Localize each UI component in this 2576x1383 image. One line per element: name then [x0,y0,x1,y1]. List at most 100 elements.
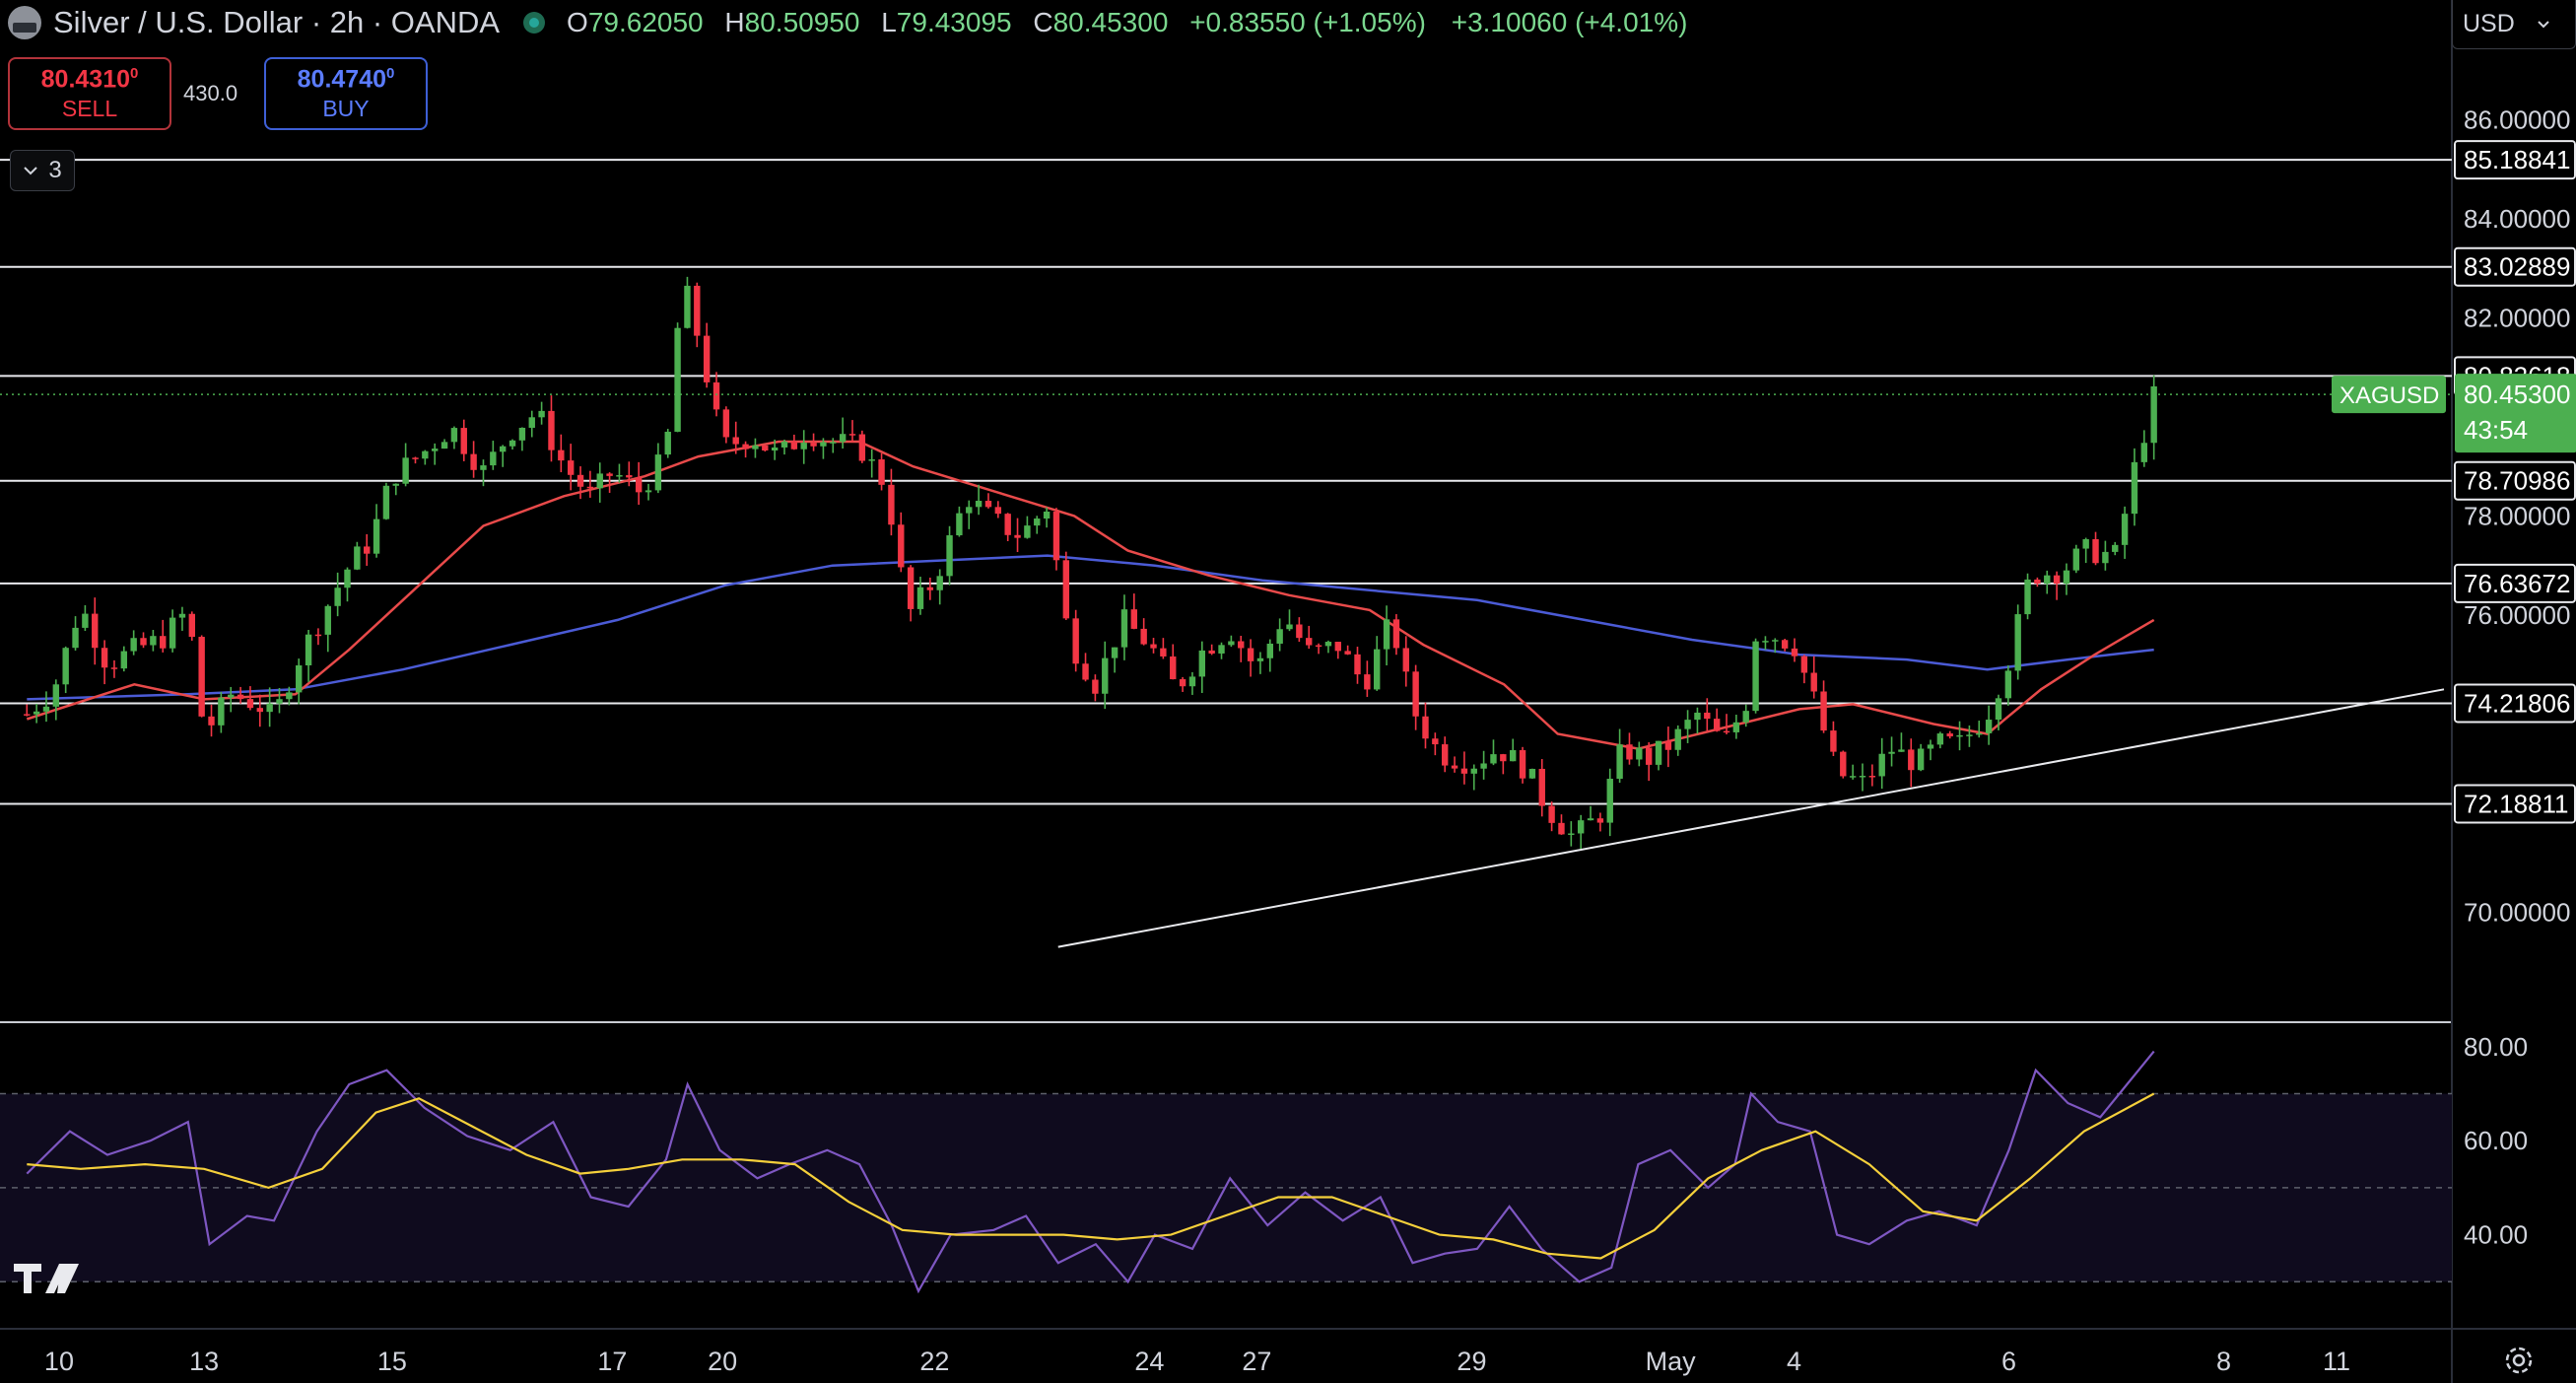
candle-body-down [1354,654,1361,675]
candle-body-up [1324,642,1332,647]
candle-body-down [1364,674,1371,690]
time-axis-tick-label: 13 [189,1347,219,1376]
candle-body-up [868,459,875,461]
level-label-box [2454,140,2576,180]
candle-body-down [694,285,701,336]
candle-body-down [188,613,196,638]
candle-body-up [1188,676,1196,687]
sell-button[interactable]: 80.43100 SELL [8,57,171,130]
level-label: 83.02889 [2464,252,2570,282]
rsi-ma-line [27,1092,2155,1260]
candle-body-down [1868,776,1876,778]
candle-body-up [344,569,351,588]
candle-body-up [1859,776,1866,778]
candle-body-down [712,381,720,410]
candle-body-down [1072,618,1079,664]
time-axis-tick-label: 27 [1242,1347,1271,1376]
candle-body-down [470,453,477,470]
candle-body-down [101,648,108,668]
candle-body-up [916,587,924,609]
buy-button[interactable]: 80.47400 BUY [264,57,428,130]
candle-body-down [742,444,749,449]
candle-body-up [1218,645,1225,654]
candle-body-up [936,576,943,590]
time-axis-tick-label: 10 [44,1347,74,1376]
candle-body-up [373,519,380,554]
candle-body-up [1936,733,1944,745]
candle-body-up [1732,722,1740,732]
candle-body-down [1704,712,1711,720]
currency-value: USD [2463,10,2515,37]
candle-body-up [178,613,186,618]
buy-label: BUY [322,96,370,122]
candle-body-down [1306,638,1313,646]
candle-body-up [1528,768,1536,779]
bar-countdown-label: 43:54 [2464,415,2528,445]
candle-body-down [1664,740,1672,750]
candle-body-up [276,699,283,704]
candle-body-down [198,637,205,717]
candle-body-down [1519,750,1526,779]
candle-body-up [2082,539,2089,549]
candle-body-down [1451,765,1458,769]
candle-body-down [762,445,769,451]
candle-body-up [654,454,662,491]
candle-body-up [1266,643,1273,658]
candle-body-up [82,613,89,628]
candle-body-down [1160,648,1167,657]
candle-body-up [830,442,837,444]
candle-body-up [1655,740,1662,765]
candle-body-up [1772,640,1779,642]
price-axis-tick-label: 84.00000 [2464,204,2570,234]
time-axis-tick-label: 24 [1134,1347,1164,1376]
candle-body-down [237,694,244,700]
market-status-icon [523,12,546,34]
candle-body-up [286,692,293,700]
candle-body-up [839,434,847,443]
chart-settings-gear-icon[interactable] [2501,1343,2537,1378]
sell-price: 80.4310 [40,65,131,94]
candle-body-down [984,501,992,508]
level-label-box [2454,784,2576,824]
candle-body-down [898,524,905,568]
candle-body-down [732,437,739,445]
candle-body-down [558,449,565,461]
symbol-tag-label: XAGUSD [2339,382,2439,409]
indicators-toggle-button[interactable]: 3 [10,150,75,191]
candle-body-up [1762,641,1769,643]
candle-body-down [1150,644,1157,649]
candle-body-up [664,432,671,455]
candle-body-down [1840,751,1847,777]
candle-body-down [1645,747,1653,765]
candle-body-down [1460,768,1468,774]
symbol-title[interactable]: Silver / U.S. Dollar · 2h · OANDA [53,5,501,39]
candle-body-down [1170,656,1177,680]
candle-body-up [1470,768,1477,774]
time-axis-tick-label: 22 [919,1347,949,1376]
candle-body-down [1082,663,1089,680]
level-label-box [2454,563,2576,603]
chevron-down-icon [2538,21,2549,29]
candle-body-down [907,567,915,609]
candle-body-up [480,465,487,470]
candle-body-up [1636,747,1643,760]
candle-body-down [858,434,866,461]
price-axis-tick-label: 78.00000 [2464,501,2570,530]
candle-body-down [567,460,575,475]
level-label-box [2454,246,2576,287]
time-axis-tick-label: 8 [2216,1347,2231,1376]
price-axis-tick-label: 82.00000 [2464,303,2570,332]
currency-select[interactable]: USD [2452,0,2576,49]
candle-body-up [1198,650,1206,677]
candle-body-up [2044,575,2051,585]
candle-body-down [1179,679,1186,687]
candle-body-down [586,486,594,489]
candle-body-up [218,697,225,726]
candle-body-up [296,664,303,693]
candle-body-up [1024,525,1031,538]
candle-body-up [42,706,50,712]
candle-body-down [256,708,263,713]
candle-body-up [1849,776,1857,778]
candle-body-up [441,442,448,449]
